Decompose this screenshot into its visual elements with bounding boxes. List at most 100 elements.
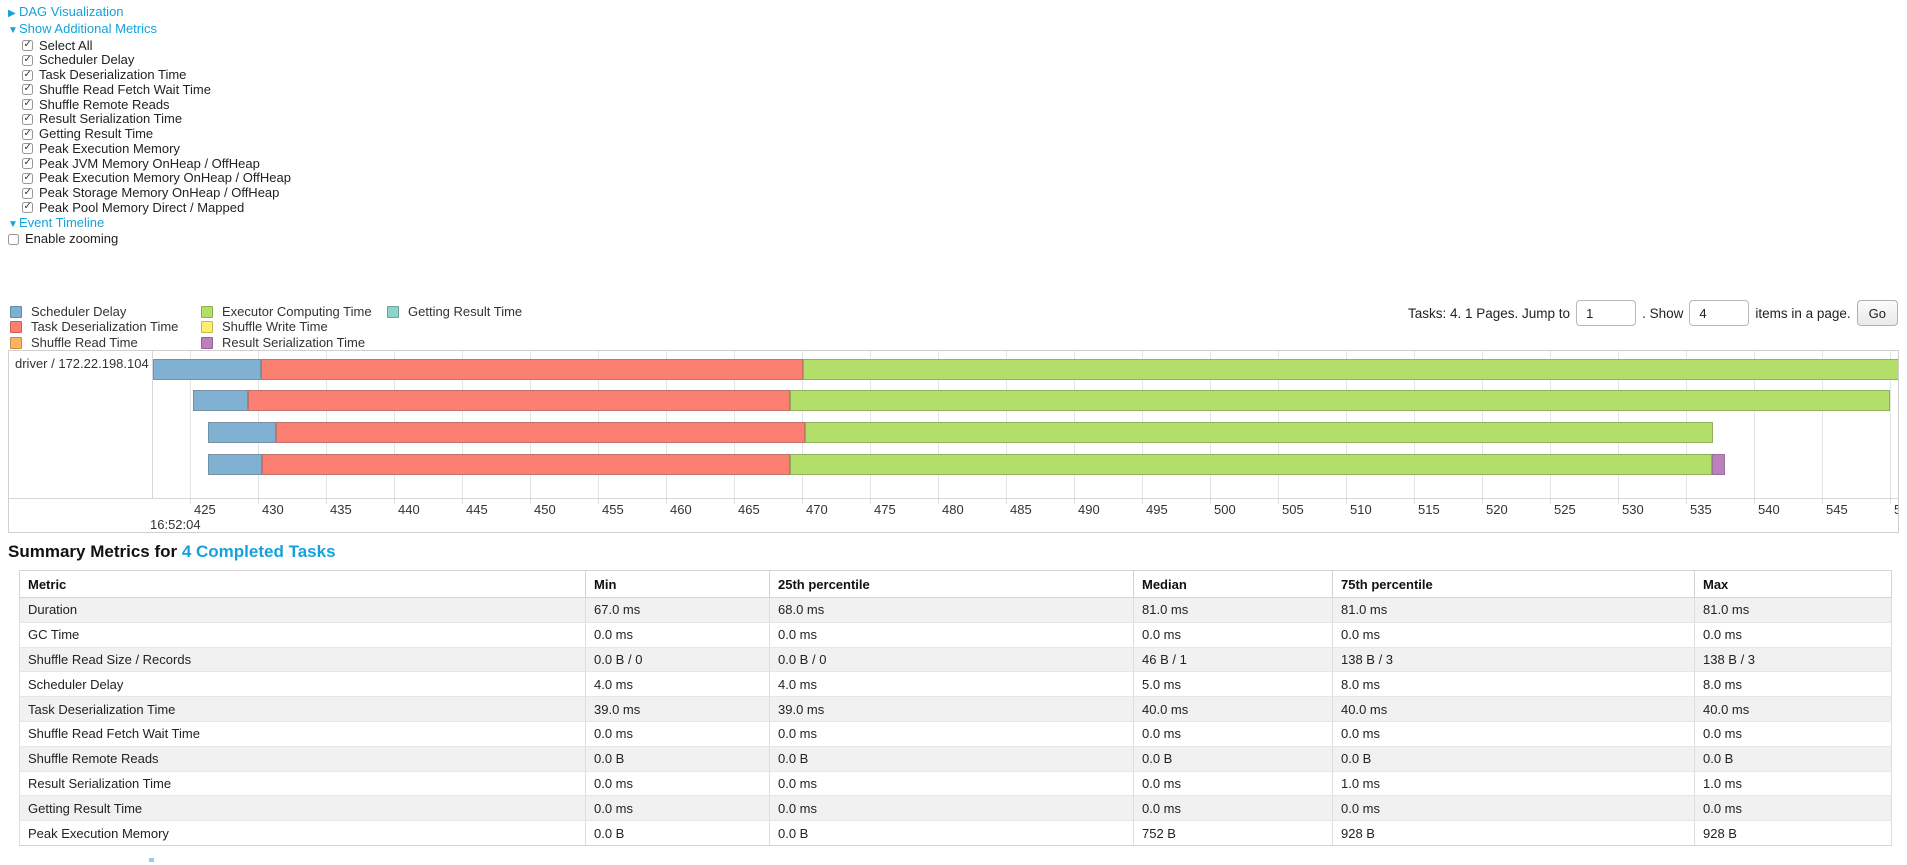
- summary-metrics-table: Metric Min 25th percentile Median 75th perce…: [19, 570, 1892, 846]
- metric-name-cell: Shuffle Remote Reads: [19, 746, 586, 772]
- task-3-segment-scheduler-delay[interactable]: [207, 454, 263, 475]
- legend-entry: Scheduler Delay: [10, 304, 178, 319]
- task-2-segment-scheduler-delay[interactable]: [207, 422, 276, 443]
- axis-tick-label: 525: [1554, 502, 1576, 517]
- metric-value-cell: 40.0 ms: [1694, 696, 1892, 722]
- metric-checkbox-10[interactable]: [22, 186, 33, 200]
- go-button[interactable]: Go: [1856, 300, 1898, 326]
- metric-value-cell: 0.0 ms: [769, 771, 1134, 797]
- metric-value-cell: 81.0 ms: [1694, 597, 1892, 623]
- axis-tick-label: 425: [194, 502, 216, 517]
- summary-table-row: Shuffle Read Fetch Wait Time 0.0 ms 0.0 ms…: [19, 721, 1892, 747]
- metric-value-cell: 752 B: [1133, 820, 1333, 846]
- metric-value-cell: 0.0 ms: [1332, 622, 1695, 648]
- metric-checkbox-1[interactable]: [22, 53, 33, 68]
- metric-value-cell: 46 B / 1: [1133, 647, 1333, 673]
- metric-name-cell: Peak Execution Memory: [19, 820, 586, 846]
- summary-column-header: 75th percentile: [1332, 570, 1695, 598]
- task-3-segment-task-deserialization-time[interactable]: [262, 454, 790, 475]
- summary-table-row: Duration 67.0 ms 68.0 ms 81.0 ms 81.0 ms 81.0…: [19, 597, 1892, 623]
- metric-value-cell: 39.0 ms: [769, 696, 1134, 722]
- legend-swatch-icon: [201, 306, 213, 318]
- expanded-triangle-icon: ▼: [8, 218, 18, 230]
- jump-to-page-input[interactable]: [1576, 300, 1637, 326]
- axis-tick: [190, 499, 191, 504]
- metric-checkbox-5[interactable]: [22, 112, 33, 127]
- task-2-segment-task-deserialization-time[interactable]: [275, 422, 805, 443]
- metric-checkbox-0[interactable]: [22, 38, 33, 53]
- completed-tasks-link[interactable]: 4 Completed Tasks: [181, 542, 336, 561]
- summary-column-header: 25th percentile: [769, 570, 1134, 598]
- task-0-segment-task-deserialization-time[interactable]: [260, 359, 804, 380]
- legend-swatch-icon: [201, 336, 213, 349]
- items-per-page-input[interactable]: [1689, 300, 1750, 326]
- task-1-segment-task-deserialization-time[interactable]: [248, 390, 790, 411]
- metric-checkbox-8[interactable]: [22, 156, 33, 171]
- summary-title-prefix: Summary Metrics for: [8, 542, 182, 561]
- metric-value-cell: 0.0 B: [769, 746, 1134, 772]
- legend-column: Getting Result Time: [387, 304, 522, 319]
- axis-tick-label: 460: [670, 502, 692, 517]
- metric-value-cell: 0.0 ms: [769, 721, 1134, 747]
- metric-value-cell: 4.0 ms: [585, 671, 770, 698]
- metric-checkbox-7[interactable]: [22, 141, 33, 156]
- summary-table-header-row: Metric Min 25th percentile Median 75th perce…: [19, 570, 1892, 598]
- metric-checkbox-row: Scheduler Delay: [8, 52, 291, 68]
- task-0-segment-executor-computing-time[interactable]: [803, 359, 1898, 380]
- axis-tick-label: 505: [1282, 502, 1304, 517]
- clipped-element-below-fold: [149, 858, 154, 862]
- metric-checkbox-label: Peak JVM Memory OnHeap / OffHeap: [39, 155, 260, 171]
- metric-checkbox-4[interactable]: [22, 97, 33, 112]
- executor-group-label: driver / 172.22.198.104: [15, 356, 149, 371]
- metric-value-cell: 0.0 ms: [585, 795, 770, 822]
- task-1-segment-executor-computing-time[interactable]: [789, 390, 1890, 411]
- metric-checkbox-label: Scheduler Delay: [39, 52, 135, 68]
- metric-value-cell: 0.0 B / 0: [769, 647, 1134, 673]
- metric-checkbox-2[interactable]: [22, 68, 33, 82]
- metric-checkbox-row: Peak Execution Memory: [8, 140, 291, 157]
- metric-value-cell: 0.0 ms: [1133, 622, 1333, 648]
- metric-value-cell: 0.0 ms: [1332, 795, 1695, 822]
- event-timeline-link[interactable]: ▼Event Timeline: [8, 215, 291, 233]
- axis-tick: [258, 499, 259, 504]
- summary-table-row: Task Deserialization Time 39.0 ms 39.0 ms 4…: [19, 696, 1892, 722]
- legend-swatch-icon: [10, 336, 22, 349]
- axis-tick-label: 520: [1486, 502, 1508, 517]
- axis-tick: [1074, 499, 1075, 504]
- task-3-segment-executor-computing-time[interactable]: [789, 454, 1712, 475]
- timeline-group-column: driver / 172.22.198.104: [9, 351, 153, 498]
- show-additional-metrics-link[interactable]: ▼Show Additional Metrics: [8, 21, 291, 39]
- enable-zooming-row: Enable zooming: [8, 231, 291, 247]
- task-0-segment-scheduler-delay[interactable]: [153, 359, 261, 380]
- metric-value-cell: 81.0 ms: [1133, 597, 1333, 623]
- task-2-segment-executor-computing-time[interactable]: [804, 422, 1714, 443]
- collapsed-triangle-icon: ▶: [8, 8, 16, 19]
- summary-table-row: Shuffle Read Size / Records 0.0 B / 0 0.0 …: [19, 647, 1892, 673]
- pagination-suffix-text: items in a page.: [1755, 305, 1851, 321]
- axis-tick-label: 535: [1690, 502, 1712, 517]
- metric-value-cell: 0.0 ms: [1133, 795, 1333, 822]
- task-1-segment-scheduler-delay[interactable]: [192, 390, 249, 411]
- metric-name-cell: Getting Result Time: [19, 795, 586, 822]
- axis-tick-label: 515: [1418, 502, 1440, 517]
- metric-value-cell: 0.0 ms: [1694, 795, 1892, 822]
- axis-tick: [734, 499, 735, 504]
- metric-checkbox-11[interactable]: [22, 200, 33, 215]
- summary-column-header: Min: [585, 570, 770, 598]
- summary-table-row: Getting Result Time 0.0 ms 0.0 ms 0.0 ms 0.0…: [19, 795, 1892, 822]
- metric-checkbox-3[interactable]: [22, 82, 33, 97]
- metric-checkbox-label: Task Deserialization Time: [39, 67, 187, 82]
- metric-value-cell: 8.0 ms: [1694, 671, 1892, 698]
- metric-checkbox-6[interactable]: [22, 127, 33, 141]
- axis-tick-label: 445: [466, 502, 488, 517]
- axis-tick-label: 540: [1758, 502, 1780, 517]
- summary-column-header: Median: [1133, 570, 1333, 598]
- axis-tick-label: 500: [1214, 502, 1236, 517]
- enable-zooming-checkbox[interactable]: [8, 233, 19, 245]
- metric-checkbox-label: Peak Execution Memory: [39, 140, 180, 156]
- legend-label: Result Serialization Time: [222, 334, 366, 350]
- dag-visualization-link[interactable]: ▶ DAG Visualization: [8, 4, 291, 22]
- task-3-segment-result-serialization-time[interactable]: [1711, 454, 1726, 475]
- metric-checkbox-9[interactable]: [22, 171, 33, 186]
- axis-tick-label: 435: [330, 502, 352, 517]
